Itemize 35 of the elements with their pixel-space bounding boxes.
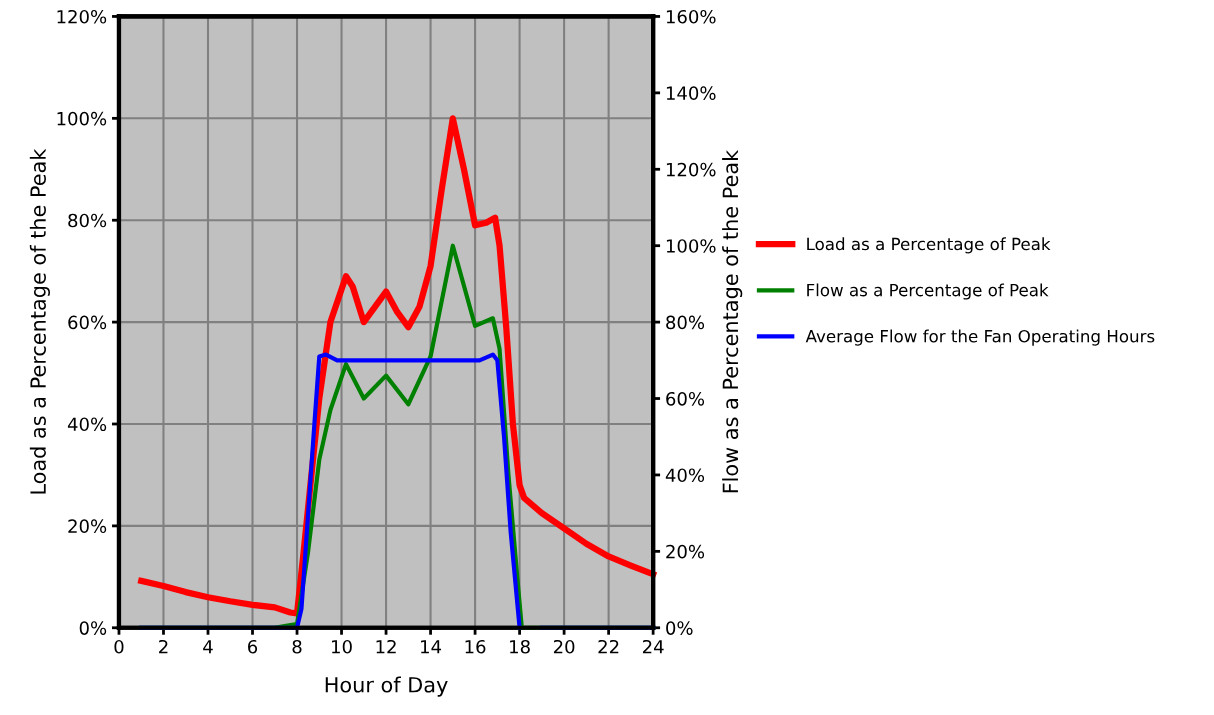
y-tick-label: 60%: [68, 315, 107, 330]
y2-tick-label: 100%: [666, 239, 716, 253]
y-tick-label: 120%: [57, 9, 107, 24]
y-tick-label: 0%: [79, 621, 107, 635]
y2-tick-label: 120%: [666, 162, 716, 177]
y-tick-label: 80%: [68, 213, 107, 228]
x-tick-label: 6: [248, 639, 258, 654]
x-axis-title: Hour of Day: [325, 676, 448, 697]
legend-label: Flow as a Percentage of Peak: [807, 283, 1049, 300]
y2-tick-label: 0%: [666, 621, 693, 635]
x-tick-label: 20: [553, 639, 575, 654]
y2-tick-label: 140%: [666, 86, 716, 100]
x-tick-label: 10: [332, 639, 352, 654]
y2-axis-title: Flow as a Percentage of the Peak: [722, 149, 743, 493]
y-tick-label: 20%: [68, 519, 107, 533]
x-tick-label: 22: [598, 639, 619, 654]
y-tick-label: 100%: [57, 111, 107, 126]
x-tick-label: 14: [421, 640, 442, 654]
y2-tick-label: 160%: [666, 9, 716, 24]
y2-tick-label: 80%: [666, 315, 705, 330]
x-tick-label: 8: [292, 639, 302, 654]
legend-label: Average Flow for the Fan Operating Hours: [805, 329, 1155, 346]
y2-tick-label: 40%: [665, 468, 705, 483]
x-tick-label: 4: [203, 640, 213, 654]
x-tick-label: 2: [159, 639, 168, 654]
y-axis-title: Load as a Percentage of the Peak: [29, 148, 50, 494]
x-tick-label: 12: [376, 639, 396, 654]
x-tick-label: 24: [642, 639, 664, 654]
y2-tick-label: 60%: [666, 391, 705, 406]
x-tick-label: 0: [114, 639, 124, 654]
legend-label: Load as a Percentage of Peak: [807, 237, 1051, 254]
y-tick-label: 40%: [67, 417, 107, 432]
y2-tick-label: 20%: [666, 544, 705, 559]
x-tick-label: 18: [510, 639, 530, 654]
x-tick-label: 16: [465, 639, 486, 654]
